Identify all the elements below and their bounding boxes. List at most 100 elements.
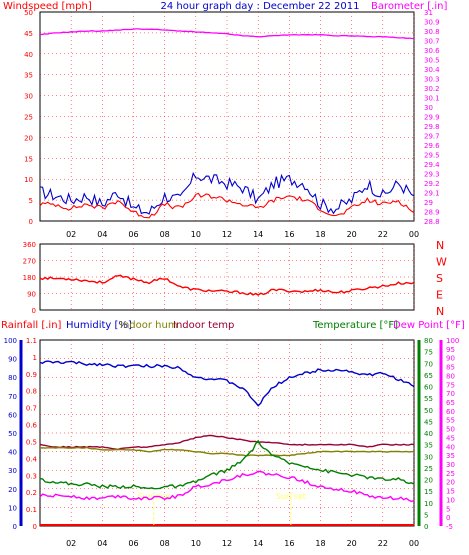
direction-tick-label: 90 [27, 291, 36, 299]
hour-tick-label: 00 [409, 539, 419, 548]
temperature-tick-label: 50 [424, 407, 433, 415]
barometer-tick-label: 29.5 [424, 152, 440, 160]
rainfall-tick-label: 0.6 [26, 422, 38, 430]
temperature-line [39, 439, 415, 490]
hour-tick-label: 12 [222, 230, 232, 239]
hour-tick-label: 00 [409, 230, 419, 239]
temperature-tick-label: 60 [424, 384, 433, 392]
dewpoint-tick-label: 65 [446, 399, 455, 407]
hour-tick-label: 10 [191, 230, 201, 239]
dewpoint-tick-label: -5 [446, 523, 453, 531]
humidity-tick-label: 90 [8, 356, 17, 364]
dewpoint-tick-label: 90 [446, 355, 455, 363]
indoor-hum-label: Indoor hum [120, 320, 178, 331]
humidity-tick-label: 50 [8, 430, 17, 438]
windspeed-tick-label: 25 [24, 114, 33, 122]
temperature-tick-label: 55 [424, 395, 433, 403]
humidity-tick-label: 40 [8, 449, 17, 457]
dewpoint-tick-label: 75 [446, 381, 455, 389]
barometer-tick-label: 30.7 [424, 38, 440, 46]
barometer-tick-label: 29.6 [424, 142, 440, 150]
dewpoint-tick-label: 70 [446, 390, 455, 398]
barometer-tick-label: 29.7 [424, 133, 440, 141]
direction-tick-label: 180 [23, 274, 36, 282]
temperature-tick-label: 15 [424, 488, 433, 496]
rainfall-tick-label: 0.3 [26, 472, 37, 480]
dewpoint-tick-label: 20 [446, 479, 455, 487]
humidity-tick-label: 30 [8, 467, 17, 475]
hour-tick-label: 02 [66, 230, 76, 239]
temperature-tick-label: 10 [424, 500, 433, 508]
hour-tick-label: 06 [128, 230, 138, 239]
humidity-axis-label: Humidity [%] [66, 320, 132, 331]
hour-tick-label: 18 [315, 230, 325, 239]
dewpoint-tick-label: 25 [446, 470, 455, 478]
hour-tick-label: 14 [253, 230, 263, 239]
hour-tick-label: 08 [160, 539, 170, 548]
compass-label: N [436, 305, 444, 318]
dew_point-line [39, 470, 415, 503]
barometer-tick-label: 29.9 [424, 114, 440, 122]
indoor_hum-line [39, 446, 415, 457]
rainfall-tick-label: 0.9 [26, 371, 37, 379]
rainfall-tick-label: 1 [33, 354, 37, 362]
dewpoint-tick-label: 40 [446, 443, 455, 451]
rainfall-tick-label: 0 [33, 523, 37, 531]
barometer-tick-label: 30.5 [424, 57, 440, 65]
hour-tick-label: 18 [315, 539, 325, 548]
barometer-tick-label: 30 [424, 104, 433, 112]
dewpoint-tick-label: 95 [446, 346, 455, 354]
hour-tick-label: 16 [284, 230, 294, 239]
barometer-tick-label: 29 [424, 199, 433, 207]
windspeed-tick-label: 45 [24, 30, 33, 38]
humidity-tick-label: 60 [8, 411, 17, 419]
rainfall-tick-label: 0.8 [26, 388, 37, 396]
dewpoint-tick-label: 5 [446, 505, 450, 513]
dewpoint-tick-label: 50 [446, 426, 455, 434]
humidity-tick-label: 70 [8, 393, 17, 401]
chart-title: 24 hour graph day : December 22 2011 [161, 1, 360, 12]
hour-tick-label: 20 [347, 230, 357, 239]
rainfall-tick-label: 0.4 [26, 455, 38, 463]
rainfall-tick-label: 0.5 [26, 438, 37, 446]
temperature-axis-label: Temperature [°F] [312, 320, 398, 331]
windspeed-axis-label: Windspeed [mph] [3, 1, 92, 12]
hour-tick-label: 22 [378, 539, 388, 548]
barometer-tick-label: 28.9 [424, 209, 440, 217]
dewpoint-axis-label: Dew Point [°F] [393, 320, 465, 331]
temperature-tick-label: 30 [424, 453, 433, 461]
indoor_temp-line [39, 434, 415, 451]
sunset-label: Sun set [276, 492, 306, 501]
barometer-axis-label: Barometer [.in] [371, 1, 447, 12]
indoor-temp-label: Indoor temp [173, 320, 234, 331]
wind_avg-line [39, 192, 415, 219]
barometer-line [39, 28, 415, 40]
hour-tick-label: 16 [284, 539, 294, 548]
windspeed-tick-label: 30 [24, 93, 33, 101]
barometer-tick-label: 28.8 [424, 218, 440, 226]
hour-tick-label: 22 [378, 230, 388, 239]
barometer-tick-label: 30.3 [424, 76, 440, 84]
dewpoint-tick-label: 80 [446, 372, 455, 380]
rainfall-tick-label: 0.7 [26, 405, 37, 413]
rainfall-tick-label: 0.2 [26, 489, 37, 497]
temperature-tick-label: 0 [424, 523, 428, 531]
dewpoint-tick-label: 0 [446, 514, 450, 522]
dewpoint-tick-label: 30 [446, 461, 455, 469]
barometer-tick-label: 29.1 [424, 190, 440, 198]
barometer-tick-label: 30.9 [424, 19, 440, 27]
temperature-tick-label: 75 [424, 349, 433, 357]
temperature-tick-label: 70 [424, 360, 433, 368]
temperature-tick-label: 45 [424, 418, 433, 426]
dewpoint-tick-label: 45 [446, 434, 455, 442]
temperature-tick-label: 20 [424, 477, 433, 485]
barometer-tick-label: 29.3 [424, 171, 440, 179]
compass-label: N [436, 239, 444, 252]
temperature-tick-label: 65 [424, 372, 433, 380]
humidity-tick-label: 10 [8, 504, 17, 512]
windspeed-tick-label: 0 [29, 218, 33, 226]
compass-label: S [436, 272, 443, 285]
graph-panels: 0510152025303540455028.828.92929.129.229… [4, 9, 460, 548]
rainfall-tick-label: 0.1 [26, 506, 37, 514]
